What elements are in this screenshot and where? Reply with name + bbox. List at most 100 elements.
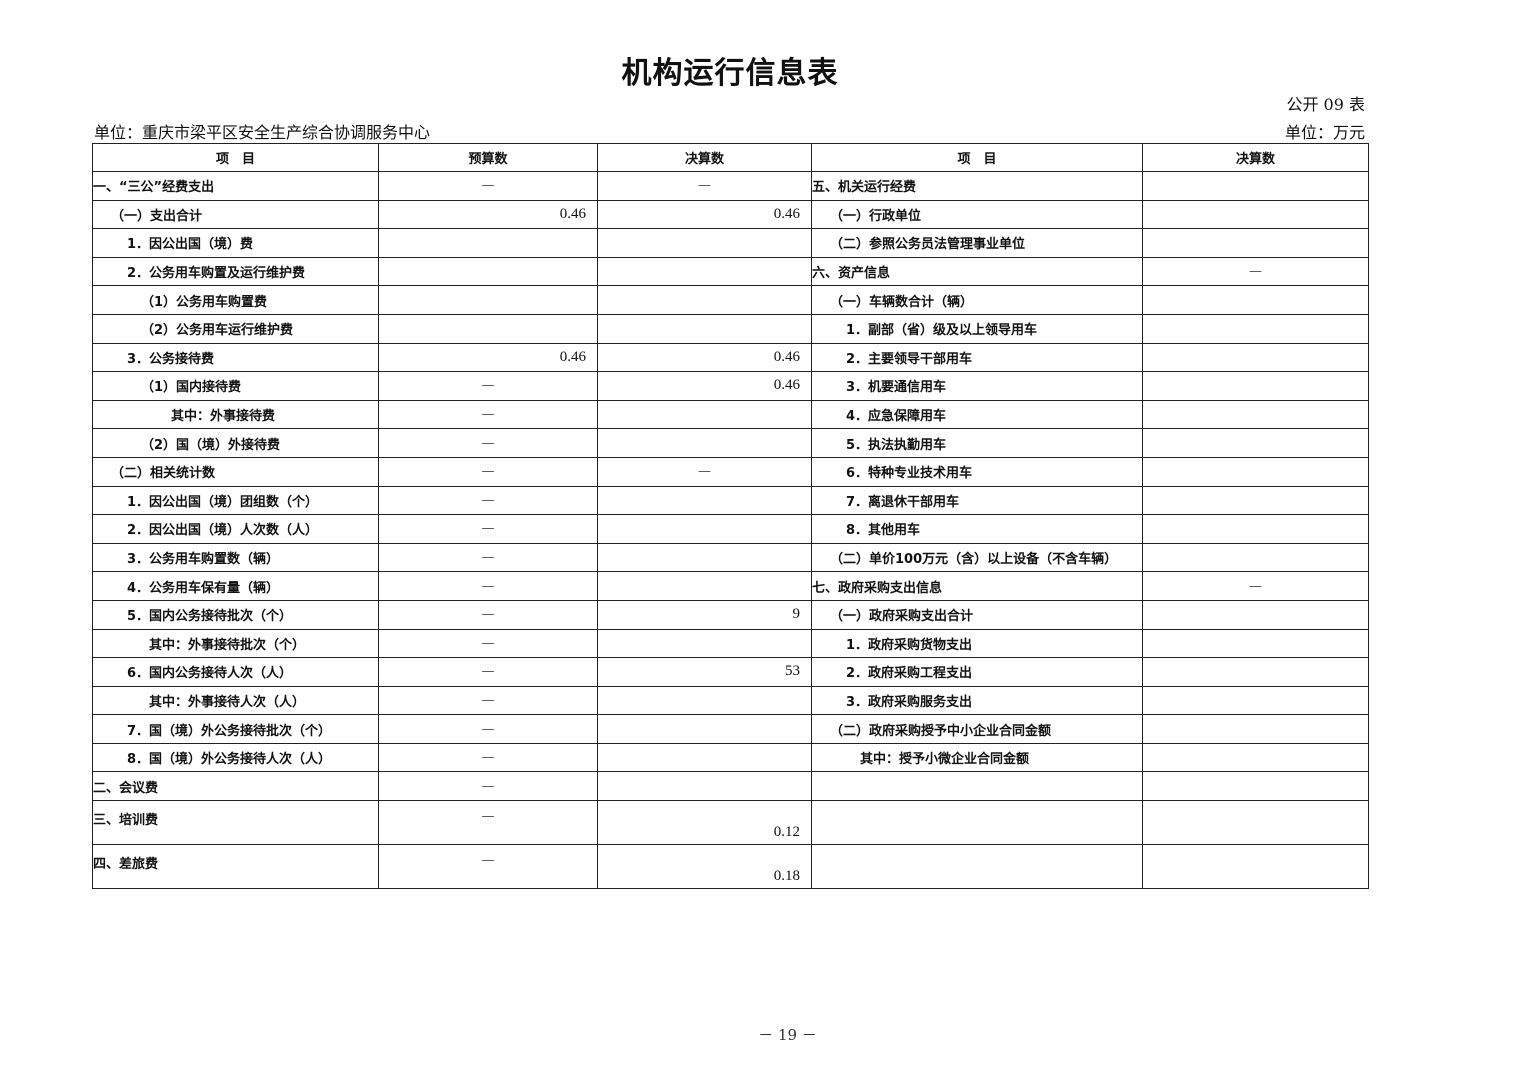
final-value bbox=[597, 514, 812, 544]
final-value-right bbox=[1142, 485, 1369, 516]
budget-value: — bbox=[378, 428, 598, 458]
final-value-right bbox=[1142, 628, 1369, 659]
item-label-right: （二）单价100万元（含）以上设备（不含车辆） bbox=[811, 542, 1143, 573]
final-value-right bbox=[1142, 371, 1369, 401]
table-row: 1．因公出国（境）费 （二）参照公务员法管理事业单位 bbox=[92, 228, 1369, 258]
final-value: 0.12 bbox=[597, 800, 812, 846]
item-label: 其中：外事接待批次（个） bbox=[92, 628, 379, 659]
budget-value bbox=[378, 313, 598, 344]
table-row: 1．因公出国（境）团组数（个） — 7．离退休干部用车 bbox=[92, 485, 1369, 516]
item-label-right: （二）参照公务员法管理事业单位 bbox=[811, 228, 1143, 258]
organization-unit: 单位：重庆市梁平区安全生产综合协调服务中心 bbox=[94, 123, 431, 142]
item-label-right: （一）政府采购支出合计 bbox=[811, 599, 1143, 630]
item-label: 三、培训费 bbox=[92, 800, 379, 846]
table-row: 2．公务用车购置及运行维护费 六、资产信息 — bbox=[92, 256, 1369, 287]
table-row: 3．公务接待费 0.46 0.46 2．主要领导干部用车 bbox=[92, 342, 1369, 373]
table-row: 3．公务用车购置数（辆） — （二）单价100万元（含）以上设备（不含车辆） bbox=[92, 542, 1369, 573]
table-row: 其中：外事接待人次（人） — 3．政府采购服务支出 bbox=[92, 685, 1369, 716]
final-value: 0.46 bbox=[597, 371, 812, 401]
final-value: 53 bbox=[597, 657, 812, 687]
table-row: 二、会议费 — bbox=[92, 771, 1369, 802]
table-row: 其中：外事接待批次（个） — 1．政府采购货物支出 bbox=[92, 628, 1369, 659]
budget-value: — bbox=[378, 844, 598, 890]
final-value-right bbox=[1142, 542, 1369, 573]
budget-value: — bbox=[378, 371, 598, 401]
item-label-right: 7．离退休干部用车 bbox=[811, 485, 1143, 516]
budget-value: — bbox=[378, 514, 598, 544]
page-number: － 19 － bbox=[758, 1026, 817, 1044]
budget-value: — bbox=[378, 771, 598, 802]
table-row: 四、差旅费 —0.18 bbox=[92, 844, 1369, 890]
header-item-right: 项 目 bbox=[811, 143, 1143, 172]
item-label: 二、会议费 bbox=[92, 771, 379, 802]
final-value-right bbox=[1142, 456, 1369, 487]
item-label: 其中：外事接待费 bbox=[92, 399, 379, 430]
budget-value: — bbox=[378, 628, 598, 659]
item-label: 1．因公出国（境）团组数（个） bbox=[92, 485, 379, 516]
item-label: （2）国（境）外接待费 bbox=[92, 428, 379, 458]
table-row: （2）国（境）外接待费 — 5．执法执勤用车 bbox=[92, 428, 1369, 458]
final-value bbox=[597, 313, 812, 344]
final-value-right bbox=[1142, 685, 1369, 716]
item-label-right: 七、政府采购支出信息 bbox=[811, 571, 1143, 601]
final-value-right bbox=[1142, 800, 1369, 846]
final-value bbox=[597, 685, 812, 716]
budget-value: — bbox=[378, 714, 598, 744]
budget-value bbox=[378, 256, 598, 287]
budget-value: — bbox=[378, 657, 598, 687]
item-label: 3．公务接待费 bbox=[92, 342, 379, 373]
final-value bbox=[597, 628, 812, 659]
budget-value: 0.46 bbox=[378, 342, 598, 373]
final-value-right bbox=[1142, 844, 1369, 890]
budget-value: — bbox=[378, 685, 598, 716]
final-value: — bbox=[597, 171, 812, 201]
table-row: （二）相关统计数 — —6．特种专业技术用车 bbox=[92, 456, 1369, 487]
item-label: （一）支出合计 bbox=[92, 199, 379, 230]
final-value-right bbox=[1142, 199, 1369, 230]
budget-value: — bbox=[378, 571, 598, 601]
final-value bbox=[597, 399, 812, 430]
final-value bbox=[597, 256, 812, 287]
item-label-right: 3．机要通信用车 bbox=[811, 371, 1143, 401]
final-value bbox=[597, 285, 812, 315]
header-final-right: 决算数 bbox=[1142, 143, 1369, 172]
final-value bbox=[597, 742, 812, 773]
final-value bbox=[597, 428, 812, 458]
final-value-right bbox=[1142, 228, 1369, 258]
table-row: （一）支出合计 0.46 0.46 （一）行政单位 bbox=[92, 199, 1369, 230]
table-row: 6．国内公务接待人次（人） —53 2．政府采购工程支出 bbox=[92, 657, 1369, 687]
table-row: 5．国内公务接待批次（个） —9 （一）政府采购支出合计 bbox=[92, 599, 1369, 630]
header-item-left: 项 目 bbox=[92, 143, 379, 172]
form-number: 公开 09 表 bbox=[1286, 95, 1365, 114]
table-row: 7．国（境）外公务接待批次（个） — （二）政府采购授予中小企业合同金额 bbox=[92, 714, 1369, 744]
final-value-right: — bbox=[1142, 571, 1369, 601]
final-value-right bbox=[1142, 742, 1369, 773]
final-value: 0.18 bbox=[597, 844, 812, 890]
final-value-right bbox=[1142, 399, 1369, 430]
final-value bbox=[597, 571, 812, 601]
item-label: （2）公务用车运行维护费 bbox=[92, 313, 379, 344]
item-label-right: 1．副部（省）级及以上领导用车 bbox=[811, 313, 1143, 344]
item-label: 7．国（境）外公务接待批次（个） bbox=[92, 714, 379, 744]
table-row: 三、培训费 —0.12 bbox=[92, 800, 1369, 846]
table-row: 8．国（境）外公务接待人次（人） — 其中：授予小微企业合同金额 bbox=[92, 742, 1369, 773]
table-row: 其中：外事接待费 — 4．应急保障用车 bbox=[92, 399, 1369, 430]
budget-value: — bbox=[378, 599, 598, 630]
item-label-right: 3．政府采购服务支出 bbox=[811, 685, 1143, 716]
item-label-right: 4．应急保障用车 bbox=[811, 399, 1143, 430]
item-label: 6．国内公务接待人次（人） bbox=[92, 657, 379, 687]
item-label: 一、“三公”经费支出 bbox=[92, 171, 379, 201]
final-value bbox=[597, 485, 812, 516]
item-label-right bbox=[811, 844, 1143, 890]
item-label: （1）国内接待费 bbox=[92, 371, 379, 401]
item-label-right: 2．政府采购工程支出 bbox=[811, 657, 1143, 687]
item-label-right: （二）政府采购授予中小企业合同金额 bbox=[811, 714, 1143, 744]
item-label: （1）公务用车购置费 bbox=[92, 285, 379, 315]
budget-value: — bbox=[378, 742, 598, 773]
final-value: 0.46 bbox=[597, 342, 812, 373]
item-label-right: 其中：授予小微企业合同金额 bbox=[811, 742, 1143, 773]
final-value: 9 bbox=[597, 599, 812, 630]
final-value-right bbox=[1142, 714, 1369, 744]
table-row: （1）国内接待费 —0.46 3．机要通信用车 bbox=[92, 371, 1369, 401]
final-value-right bbox=[1142, 599, 1369, 630]
